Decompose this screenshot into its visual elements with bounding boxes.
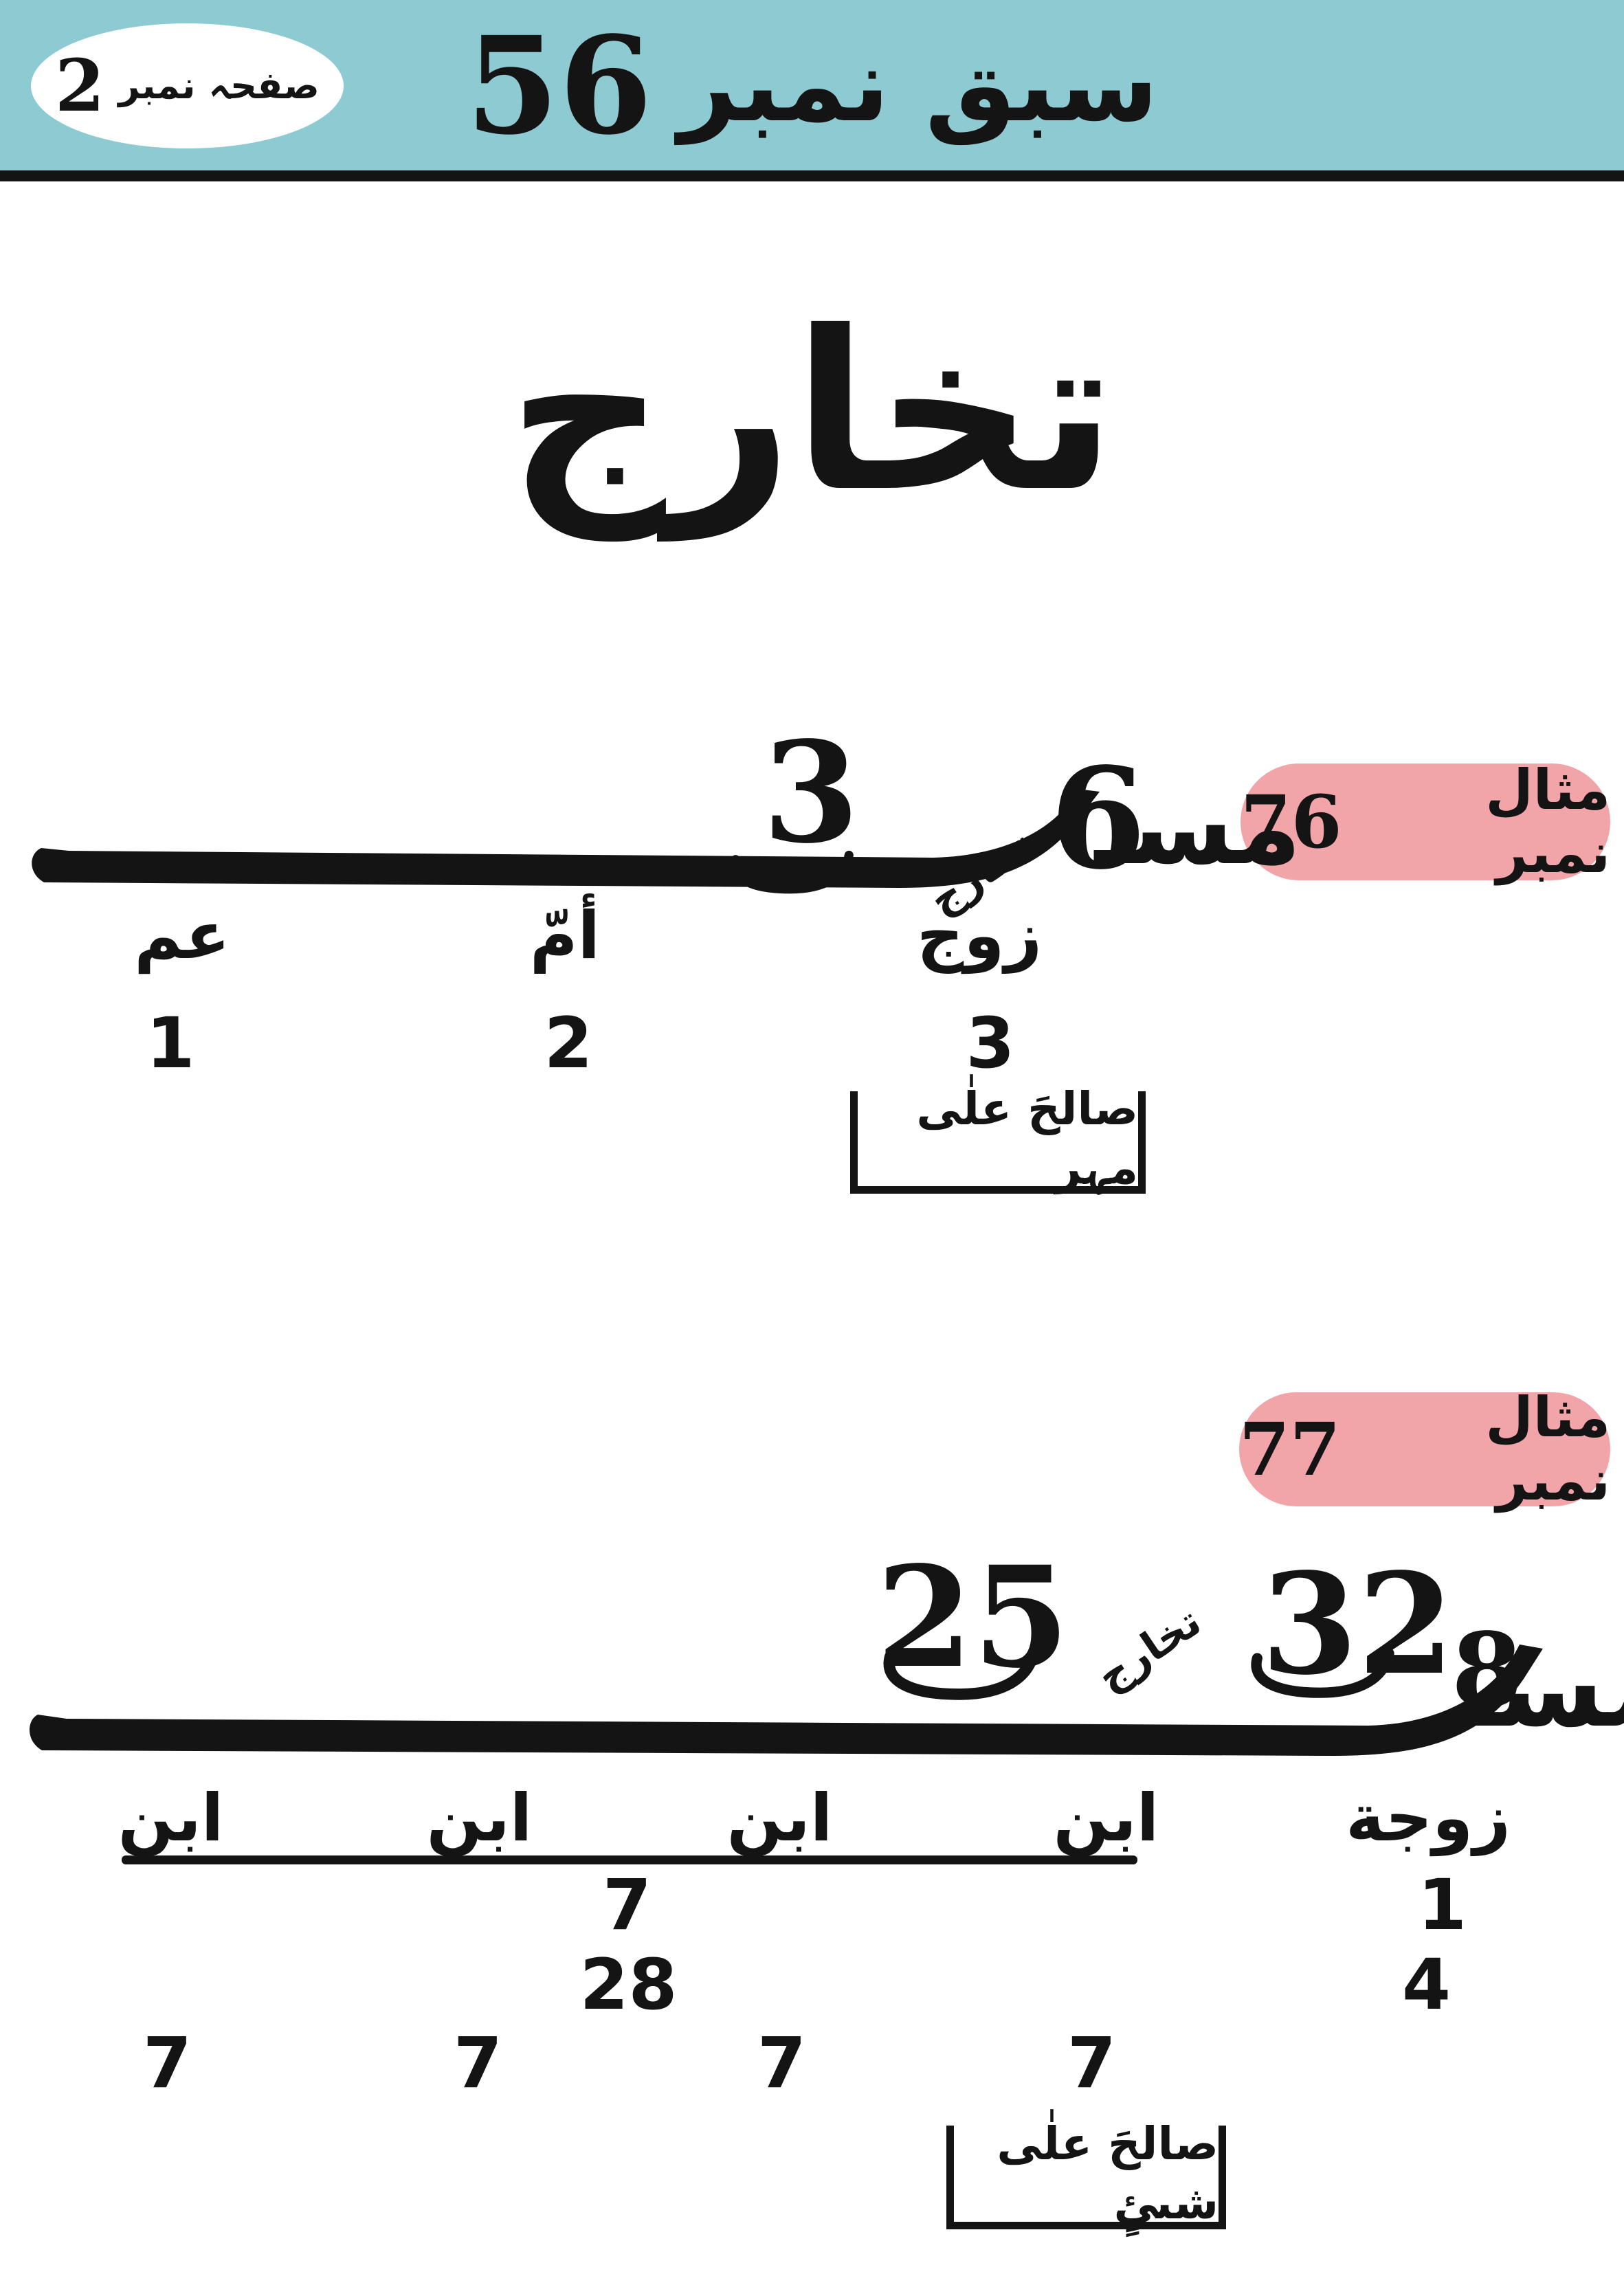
example-76-note-text: صالحَ علٰی مہر <box>916 1082 1138 1194</box>
sons-group-tashih: 28 <box>579 1944 678 2026</box>
husband-share: 3 <box>966 1003 1015 1084</box>
son-4-share: 7 <box>143 2022 192 2104</box>
uncle-share: 1 <box>146 1003 195 1084</box>
heir-son-4: ابن <box>118 1781 224 1856</box>
mother-share: 2 <box>544 1003 593 1084</box>
sons-group-underline <box>122 1855 1137 1864</box>
heir-uncle: عم <box>134 898 230 974</box>
heir-husband: زوج <box>916 898 1043 974</box>
lesson-number: 56 <box>465 6 653 164</box>
example-77-badge: مثال نمبر 77 <box>1239 1386 1610 1513</box>
wife-final-share: 4 <box>1402 1944 1451 2026</box>
heir-wife: زوجة <box>1346 1781 1511 1856</box>
son-2-share: 7 <box>757 2022 806 2104</box>
lesson-title: سبق نمبر 56 <box>0 0 1624 170</box>
page-number-value: 2 <box>55 43 105 128</box>
chapter-title: تخارج <box>507 285 1117 540</box>
page-number-label: صفحہ نمبر <box>118 63 320 107</box>
sons-group-share: 7 <box>603 1864 652 1946</box>
example-76-badge: مثال نمبر 76 <box>1241 759 1610 885</box>
example-76-masala-word: مسـ <box>1095 766 1302 888</box>
example-77-badge-label: مثال نمبر <box>1485 1385 1610 1513</box>
example-76-badge-label: مثال نمبر <box>1485 758 1610 885</box>
example-77-badge-number: 77 <box>1239 1406 1341 1492</box>
kashida-line-icon <box>26 789 1126 902</box>
example-77-note-box: صالحَ علٰی شیئٍ <box>946 2117 1226 2229</box>
wife-share: 1 <box>1418 1864 1467 1946</box>
taa-bowl-icon <box>874 1645 1046 1706</box>
example-76-note-box: صالحَ علٰی مہر <box>850 1082 1146 1194</box>
son-3-share: 7 <box>454 2022 502 2104</box>
heir-son-3: ابن <box>426 1781 533 1856</box>
lesson-label: سبق نمبر <box>678 25 1159 144</box>
taa-bowl-icon <box>1247 1646 1395 1706</box>
heir-son-1: ابن <box>1053 1781 1159 1856</box>
page-number-oval: صفحہ نمبر 2 <box>31 23 344 148</box>
example-76-badge-number: 76 <box>1241 779 1342 865</box>
son-1-share: 7 <box>1067 2022 1116 2104</box>
header-divider-rule <box>0 170 1624 181</box>
kashida-line-icon <box>24 1638 1598 1770</box>
heir-son-2: ابن <box>726 1781 833 1856</box>
example-76-result-number: 3 <box>762 711 860 874</box>
example-77-note-text: صالحَ علٰی شیئٍ <box>997 2117 1219 2229</box>
heir-mother: أمّ <box>529 898 601 974</box>
